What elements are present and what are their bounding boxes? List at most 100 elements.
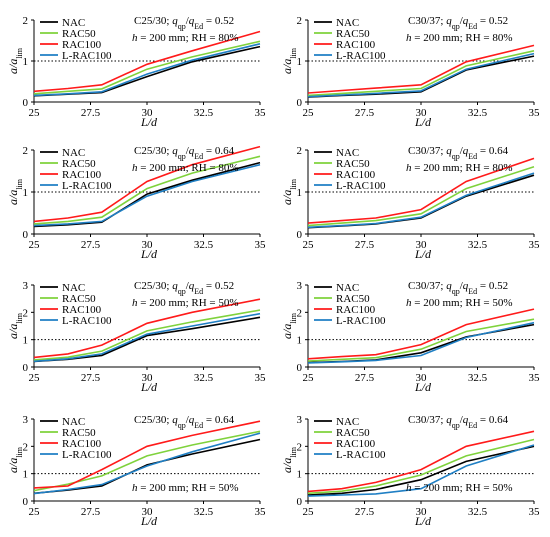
x-tick-label: 25 [303, 372, 315, 384]
y-tick-label: 1 [297, 187, 303, 199]
y-axis-label: a/alim [6, 47, 24, 74]
legend-label: RAC100 [336, 169, 376, 181]
series-line-rac50 [307, 50, 535, 97]
x-tick-label: 35 [529, 107, 541, 119]
series-line-rac50 [33, 40, 261, 95]
y-axis-label: a/alim [280, 312, 298, 339]
x-tick-label: 27.5 [81, 506, 101, 518]
y-tick-label: 2 [23, 145, 29, 157]
x-tick-label: 30 [142, 506, 154, 518]
y-axis-label: a/alim [280, 446, 298, 473]
chart-panel-7: 25 27.5 30 32.5 35 0 1 2 3 L/d a/alim NACRAC50RAC10… [6, 414, 266, 528]
y-tick-label: 3 [297, 414, 303, 426]
legend-label: NAC [62, 282, 85, 294]
series-line-rac50 [33, 155, 261, 225]
y-tick-label: 1 [23, 56, 29, 68]
x-tick-label: 25 [29, 107, 41, 119]
x-tick-label: 30 [416, 506, 428, 518]
y-axis-label: a/alim [6, 312, 24, 339]
series-line-l-rac100 [33, 43, 261, 97]
annotation-height-rh: h = 200 mm; RH = 80% [406, 162, 513, 174]
series-line-rac100 [33, 420, 261, 489]
y-tick-label: 3 [297, 280, 303, 292]
y-tick-label: 1 [297, 469, 303, 481]
x-tick-label: 35 [255, 239, 267, 251]
x-tick-label: 35 [255, 506, 267, 518]
series-line-rac100 [33, 30, 261, 93]
x-tick-label: 30 [142, 107, 154, 119]
chart-panel-6: 25 27.5 30 32.5 35 0 1 2 3 L/d a/alim NACRAC50RAC10… [280, 280, 540, 394]
x-tick-label: 30 [416, 107, 428, 119]
legend-label: NAC [336, 282, 359, 294]
x-tick-label: 27.5 [355, 107, 375, 119]
legend-label: NAC [336, 416, 359, 428]
x-axis-label: L/d [140, 247, 158, 261]
x-axis-label: L/d [414, 247, 432, 261]
legend-label: NAC [62, 17, 85, 29]
chart-panel-3: 25 27.5 30 32.5 35 0 1 2 L/d a/alim NACRAC50RAC100… [6, 145, 266, 261]
legend-label: RAC50 [62, 158, 96, 170]
legend-label: NAC [336, 147, 359, 159]
legend-label: L-RAC100 [62, 50, 112, 62]
series-line-rac50 [307, 166, 535, 227]
x-tick-label: 25 [303, 506, 315, 518]
x-tick-label: 35 [255, 107, 267, 119]
x-tick-label: 25 [29, 239, 41, 251]
series-line-rac50 [33, 430, 261, 492]
annotation-concrete-ratio: C25/30; qqp/qEd = 0.52 [134, 280, 234, 296]
series-line-l-rac100 [307, 321, 535, 364]
y-axis-label: a/alim [280, 178, 298, 205]
legend-label: L-RAC100 [336, 449, 386, 461]
legend-label: RAC100 [62, 39, 102, 51]
x-tick-label: 35 [255, 372, 267, 384]
legend-label: L-RAC100 [336, 315, 386, 327]
x-tick-label: 25 [303, 239, 315, 251]
x-tick-label: 32.5 [194, 107, 214, 119]
x-tick-label: 27.5 [81, 239, 101, 251]
annotation-height-rh: h = 200 mm; RH = 80% [132, 32, 239, 44]
y-axis-label: a/alim [6, 446, 24, 473]
chart-panel-5: 25 27.5 30 32.5 35 0 1 2 3 L/d a/alim NACRAC50RAC10… [6, 280, 266, 394]
y-tick-label: 1 [23, 469, 29, 481]
chart-panel-1: 25 27.5 30 32.5 35 0 1 2 L/d a/alim NACRAC50RAC100… [6, 15, 266, 129]
y-tick-label: 0 [297, 362, 303, 374]
series-line-rac100 [307, 308, 535, 360]
series-line-l-rac100 [33, 163, 261, 227]
x-axis-label: L/d [140, 115, 158, 129]
y-tick-label: 2 [297, 441, 303, 453]
y-tick-label: 2 [297, 15, 303, 27]
chart-panel-2: 25 27.5 30 32.5 35 0 1 2 L/d a/alim NACRAC50RAC100… [280, 15, 540, 129]
y-tick-label: 0 [23, 229, 29, 241]
y-tick-label: 3 [23, 280, 29, 292]
annotation-concrete-ratio: C30/37; qqp/qEd = 0.52 [408, 15, 508, 31]
y-tick-label: 0 [23, 362, 29, 374]
y-tick-label: 2 [297, 307, 303, 319]
legend-label: RAC100 [336, 39, 376, 51]
x-tick-label: 32.5 [468, 239, 488, 251]
legend-label: L-RAC100 [62, 315, 112, 327]
x-tick-label: 30 [142, 372, 154, 384]
legend-label: RAC50 [62, 427, 96, 439]
legend-label: RAC50 [336, 427, 370, 439]
series-line-rac100 [307, 157, 535, 224]
legend-label: NAC [62, 416, 85, 428]
annotation-concrete-ratio: C25/30; qqp/qEd = 0.52 [134, 15, 234, 31]
x-axis-label: L/d [414, 514, 432, 528]
series-line-rac100 [307, 44, 535, 94]
x-tick-label: 25 [29, 506, 41, 518]
x-tick-label: 25 [303, 107, 315, 119]
y-tick-label: 1 [297, 335, 303, 347]
annotation-concrete-ratio: C25/30; qqp/qEd = 0.64 [134, 145, 235, 161]
chart-panel-4: 25 27.5 30 32.5 35 0 1 2 L/d a/alim NACRAC50RAC100… [280, 145, 540, 261]
legend-label: L-RAC100 [62, 449, 112, 461]
x-axis-label: L/d [140, 380, 158, 394]
y-tick-label: 0 [297, 496, 303, 508]
y-tick-label: 1 [23, 187, 29, 199]
x-tick-label: 27.5 [355, 372, 375, 384]
series-line-l-rac100 [307, 172, 535, 229]
x-tick-label: 27.5 [355, 506, 375, 518]
legend-label: L-RAC100 [336, 50, 386, 62]
annotation-height-rh: h = 200 mm; RH = 50% [132, 297, 239, 309]
annotation-height-rh: h = 200 mm; RH = 80% [406, 32, 513, 44]
x-tick-label: 27.5 [355, 239, 375, 251]
